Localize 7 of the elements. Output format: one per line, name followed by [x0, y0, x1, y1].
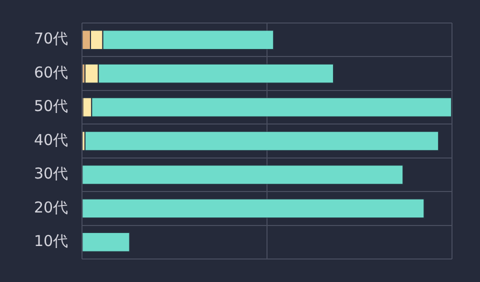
y-tick-label: 10代	[34, 232, 68, 250]
y-tick-label: 60代	[34, 63, 68, 82]
y-tick-label: 30代	[34, 164, 68, 183]
y-tick-label: 40代	[34, 130, 68, 149]
y-tick-label: 70代	[34, 30, 68, 48]
y-tick-label: 20代	[34, 198, 68, 216]
y-tick-label: 50代	[34, 97, 68, 116]
